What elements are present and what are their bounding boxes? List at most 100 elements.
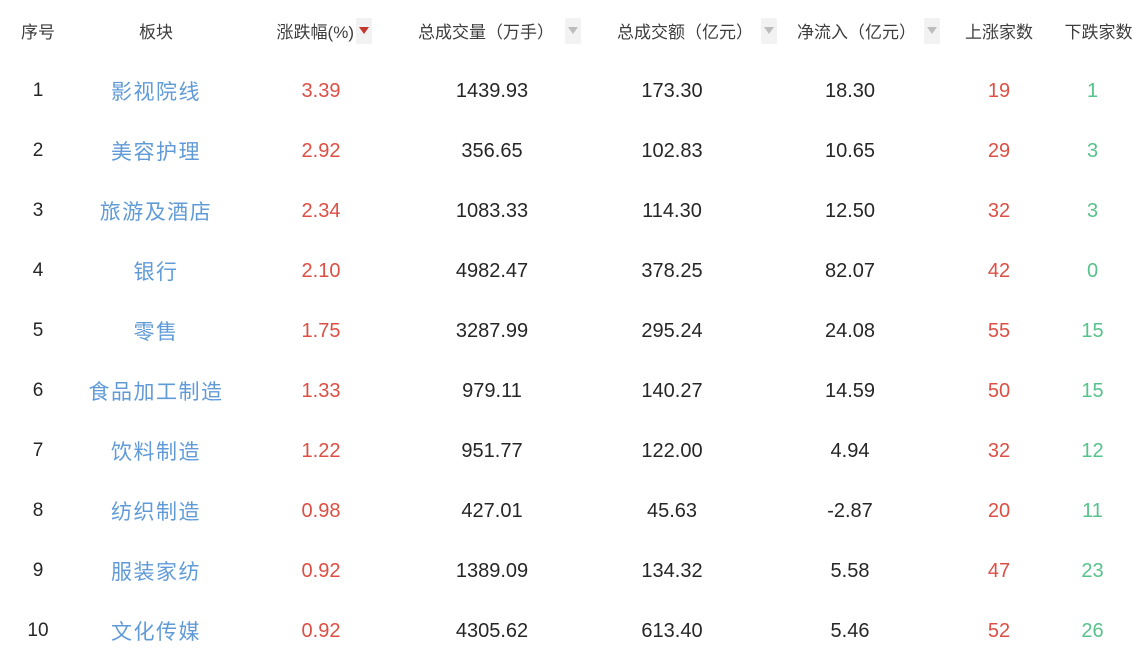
cell-down: 15	[1081, 319, 1104, 342]
sort-desc-triangle-icon	[764, 27, 774, 34]
column-header-label: 涨跌幅(%)	[276, 23, 354, 42]
cell-inflow: 12.50	[824, 199, 876, 222]
cell-index: 5	[32, 320, 44, 341]
sort-button-volume[interactable]	[565, 17, 581, 44]
column-header-turnover: 总成交额（亿元）	[584, 0, 780, 61]
cell-index: 6	[32, 380, 44, 401]
cell-index: 2	[32, 140, 44, 161]
cell-volume: 951.77	[461, 439, 523, 462]
cell-turnover: 378.25	[641, 259, 703, 282]
cell-inflow: 5.46	[830, 619, 870, 642]
table-row: 3 旅游及酒店 2.34 1083.33 114.30 12.50 32 3	[0, 181, 1143, 241]
cell-inflow: 10.65	[824, 139, 876, 162]
sort-desc-triangle-icon	[568, 27, 578, 34]
cell-volume: 427.01	[461, 499, 523, 522]
cell-index: 9	[32, 560, 44, 581]
cell-index: 10	[27, 620, 49, 641]
table-row: 6 食品加工制造 1.33 979.11 140.27 14.59 50 15	[0, 361, 1143, 421]
sector-link[interactable]: 美容护理	[111, 141, 201, 164]
cell-sector: 美容护理	[76, 121, 236, 181]
cell-sector: 零售	[76, 301, 236, 361]
cell-up: 42	[987, 259, 1011, 282]
sort-button-turnover[interactable]	[761, 17, 777, 44]
table-row: 7 饮料制造 1.22 951.77 122.00 4.94 32 12	[0, 421, 1143, 481]
cell-sector: 食品加工制造	[76, 361, 236, 421]
column-header-volume: 总成交量（万手）	[376, 0, 584, 61]
cell-change: 0.98	[301, 499, 341, 522]
sector-link[interactable]: 服装家纺	[111, 561, 201, 584]
column-header-down: 下跌家数	[1054, 0, 1143, 61]
cell-up: 52	[987, 619, 1011, 642]
column-header-change: 涨跌幅(%)	[236, 0, 376, 61]
cell-inflow: 14.59	[824, 379, 876, 402]
table-row: 5 零售 1.75 3287.99 295.24 24.08 55 15	[0, 301, 1143, 361]
sector-link[interactable]: 纺织制造	[111, 501, 201, 524]
cell-inflow: 18.30	[824, 79, 876, 102]
table-row: 1 影视院线 3.39 1439.93 173.30 18.30 19 1	[0, 61, 1143, 121]
cell-sector: 文化传媒	[76, 601, 236, 661]
cell-change: 2.34	[301, 199, 341, 222]
sector-link[interactable]: 文化传媒	[111, 621, 201, 644]
cell-turnover: 613.40	[641, 619, 703, 642]
cell-down: 11	[1082, 499, 1103, 522]
cell-down: 0	[1086, 259, 1099, 282]
cell-up: 32	[987, 439, 1011, 462]
sector-link[interactable]: 饮料制造	[111, 441, 201, 464]
cell-index: 4	[32, 260, 44, 281]
cell-volume: 3287.99	[455, 319, 529, 342]
sector-link[interactable]: 零售	[133, 321, 179, 344]
column-header-label: 下跌家数	[1064, 23, 1133, 42]
cell-index: 3	[32, 200, 44, 221]
cell-index: 8	[32, 500, 44, 521]
cell-down: 12	[1081, 439, 1104, 462]
cell-sector: 银行	[76, 241, 236, 301]
column-header-label: 板块	[139, 23, 173, 42]
sector-link[interactable]: 银行	[133, 261, 179, 284]
cell-change: 2.92	[301, 139, 341, 162]
header-row: 序号 板块 涨跌幅(%) 总成交量（万手） 总成交额（亿元） 净流入（亿元） 上涨家数 下跌家…	[0, 0, 1143, 61]
cell-sector: 影视院线	[76, 61, 236, 121]
cell-turnover: 122.00	[641, 439, 703, 462]
cell-sector: 服装家纺	[76, 541, 236, 601]
column-header-label: 序号	[21, 23, 55, 42]
sector-link[interactable]: 旅游及酒店	[99, 201, 213, 224]
cell-down: 3	[1086, 199, 1099, 222]
cell-turnover: 173.30	[641, 79, 703, 102]
cell-change: 0.92	[301, 619, 341, 642]
cell-up: 19	[987, 79, 1011, 102]
cell-change: 1.22	[301, 439, 341, 462]
table-row: 2 美容护理 2.92 356.65 102.83 10.65 29 3	[0, 121, 1143, 181]
cell-down: 26	[1081, 619, 1104, 642]
table-row: 8 纺织制造 0.98 427.01 45.63 -2.87 20 11	[0, 481, 1143, 541]
sort-button-change[interactable]	[356, 17, 372, 44]
cell-volume: 979.11	[462, 379, 522, 402]
cell-change: 1.75	[301, 319, 341, 342]
column-header-label: 总成交量（万手）	[418, 23, 554, 42]
cell-up: 20	[987, 499, 1011, 522]
cell-sector: 纺织制造	[76, 481, 236, 541]
cell-down: 15	[1081, 379, 1104, 402]
column-header-label: 总成交额（亿元）	[617, 23, 753, 42]
column-header-label: 上涨家数	[965, 23, 1033, 42]
sort-desc-triangle-icon	[927, 27, 937, 34]
cell-up: 32	[987, 199, 1011, 222]
cell-index: 7	[32, 440, 44, 461]
cell-inflow: 24.08	[824, 319, 876, 342]
cell-volume: 1389.09	[455, 559, 529, 582]
cell-sector: 旅游及酒店	[76, 181, 236, 241]
cell-volume: 1439.93	[455, 79, 529, 102]
cell-up: 55	[987, 319, 1011, 342]
sector-link[interactable]: 食品加工制造	[88, 381, 224, 404]
cell-volume: 1083.33	[455, 199, 529, 222]
sort-button-inflow[interactable]	[924, 17, 940, 44]
cell-change: 2.10	[301, 259, 341, 282]
cell-up: 29	[987, 139, 1011, 162]
sort-desc-triangle-icon	[359, 27, 369, 34]
column-header-up: 上涨家数	[944, 0, 1054, 61]
cell-inflow: -2.87	[827, 499, 873, 522]
cell-turnover: 140.27	[641, 379, 703, 402]
cell-turnover: 134.32	[641, 559, 703, 582]
cell-volume: 4305.62	[455, 619, 529, 642]
sector-link[interactable]: 影视院线	[111, 81, 201, 104]
